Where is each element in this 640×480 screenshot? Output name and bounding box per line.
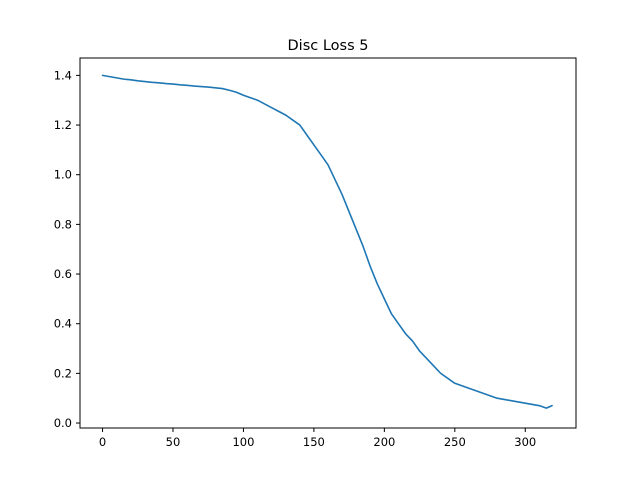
x-tick-label: 300 — [514, 435, 536, 449]
y-tick-label: 0.2 — [54, 366, 72, 380]
plot-area — [101, 74, 553, 409]
y-tick-label: 0.8 — [54, 217, 72, 231]
y-tick-label: 0.0 — [54, 416, 72, 430]
y-axis: 0.0 0.2 0.4 0.6 0.8 1.0 1.2 1.4 — [54, 68, 80, 430]
y-tick-label: 0.4 — [54, 317, 72, 331]
x-tick-label: 100 — [232, 435, 254, 449]
chart-title: Disc Loss 5 — [288, 38, 369, 54]
y-tick-label: 0.6 — [54, 267, 72, 281]
x-tick-label: 150 — [303, 435, 325, 449]
series-line-0 — [101, 74, 553, 409]
x-tick-label: 250 — [444, 435, 466, 449]
y-tick-label: 1.0 — [54, 168, 72, 182]
y-tick-label: 1.4 — [54, 68, 72, 82]
x-tick-label: 200 — [373, 435, 395, 449]
x-tick-label: 0 — [99, 435, 106, 449]
y-tick-label: 1.2 — [54, 118, 72, 132]
x-tick-label: 50 — [166, 435, 181, 449]
axes-frame — [79, 57, 577, 429]
x-axis: 0 50 100 150 200 250 300 — [99, 428, 536, 449]
